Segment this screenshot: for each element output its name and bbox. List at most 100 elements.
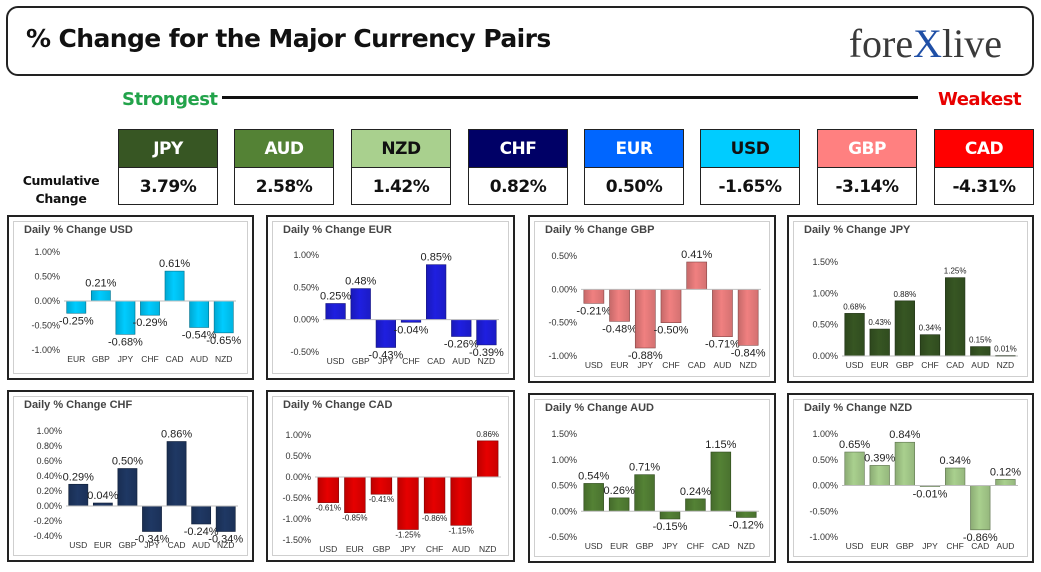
logo-text-right: live: [942, 21, 1002, 66]
bar: [117, 468, 138, 507]
data-label: 0.15%: [969, 336, 992, 345]
chart-nzd: -1.00% -0.50% 0.00% 0.50% 1.00%0.65% USD 0.39%…: [809, 429, 1021, 551]
data-label: -0.88%: [628, 350, 663, 362]
strength-value: -3.14%: [835, 176, 899, 197]
cumulative-label-line-2: Change: [35, 191, 87, 206]
bar: [191, 505, 212, 525]
y-tick-label: -1.00%: [31, 345, 60, 355]
chart-title: Daily % Change USD: [24, 224, 133, 236]
x-category-label: NZD: [738, 541, 755, 551]
bar: [710, 451, 732, 512]
bar: [736, 510, 757, 518]
y-tick-label: 1.50%: [812, 257, 838, 267]
data-label: -0.86%: [422, 514, 447, 523]
chart-area: Daily % Change NZD -1.00% -0.50% 0.00% 0.50…: [793, 399, 1028, 557]
y-tick-label: -0.50%: [290, 347, 319, 357]
chart-panel-chf: Daily % Change CHF -0.40% -0.20% 0.00% 0.20…: [7, 390, 254, 562]
data-label: -0.24%: [184, 526, 219, 538]
strength-currency: NZD: [352, 130, 450, 168]
y-tick-label: 0.00%: [812, 481, 838, 491]
chart-title: Daily % Change GBP: [545, 224, 655, 236]
x-category-label: EUR: [67, 354, 85, 364]
y-tick-label: -1.00%: [809, 532, 838, 542]
x-category-label: EUR: [611, 360, 629, 370]
chart-cad: -1.50% -1.00% -0.50% 0.00% 0.50% 1.00% -0.61% U…: [282, 430, 501, 554]
x-category-label: AUD: [452, 356, 470, 366]
x-category-label: CAD: [712, 541, 730, 551]
y-tick-label: -0.50%: [548, 532, 577, 542]
data-label: 0.26%: [604, 485, 635, 497]
strength-value: 1.42%: [372, 176, 430, 197]
title-banner: % Change for the Major Currency Pairs fo…: [6, 6, 1034, 76]
bar: [397, 476, 419, 530]
y-tick-label: 1.00%: [36, 426, 62, 436]
data-label: 1.15%: [705, 439, 736, 451]
x-category-label: CHF: [402, 356, 419, 366]
x-category-label: EUR: [346, 544, 364, 554]
bar: [476, 319, 497, 346]
x-category-label: CAD: [971, 541, 989, 551]
data-label: 0.85%: [421, 252, 452, 264]
x-category-label: CAD: [166, 354, 184, 364]
chart-area: Daily % Change CHF -0.40% -0.20% 0.00% 0.20…: [13, 396, 248, 556]
x-category-label: AUD: [452, 544, 470, 554]
bar: [477, 440, 499, 478]
y-tick-label: 1.00%: [812, 288, 838, 298]
data-label: -0.29%: [133, 317, 168, 329]
chart-usd: -1.00% -0.50% 0.00% 0.50% 1.00% -0.25% EUR 0.21…: [31, 247, 241, 364]
data-label: 0.65%: [839, 439, 870, 451]
data-label: -0.04%: [394, 324, 429, 336]
data-label: 0.34%: [940, 455, 971, 467]
data-label: 0.21%: [85, 278, 116, 290]
chart-panel-eur: Daily % Change EUR -0.50% 0.00% 0.50% 1.00%…: [266, 215, 515, 380]
strength-currency: CAD: [935, 130, 1033, 168]
chart-area: Daily % Change JPY 0.00% 0.50% 1.00% 1.50% 0…: [793, 221, 1028, 377]
bar: [660, 289, 682, 323]
data-label: -0.25%: [59, 315, 94, 327]
strength-box-5: EUR 0.50%: [584, 129, 684, 205]
bar: [844, 451, 865, 486]
data-label: 0.39%: [864, 452, 895, 464]
chart-title: Daily % Change CAD: [283, 399, 393, 411]
x-category-label: NZD: [217, 540, 234, 550]
bar: [609, 289, 630, 322]
bar: [140, 300, 160, 316]
data-label: 1.25%: [944, 267, 967, 276]
strength-value: 2.58%: [255, 176, 313, 197]
x-category-label: GBP: [92, 354, 110, 364]
data-label: -0.12%: [729, 519, 764, 531]
bar: [686, 261, 708, 290]
bar: [608, 497, 630, 512]
x-category-label: NZD: [479, 544, 496, 554]
data-label: -0.41%: [369, 495, 394, 504]
data-label: -0.26%: [444, 338, 479, 350]
y-tick-label: 0.80%: [36, 441, 62, 451]
data-label: 0.34%: [919, 324, 942, 333]
bar: [325, 303, 346, 320]
x-category-label: USD: [327, 356, 345, 366]
strength-currency: AUD: [235, 130, 333, 168]
strength-box-6: USD -1.65%: [700, 129, 800, 205]
x-category-label: CHF: [687, 541, 704, 551]
x-category-label: JPY: [378, 356, 394, 366]
data-label: -0.01%: [913, 489, 948, 501]
strongest-label: Strongest: [122, 89, 218, 110]
bar: [66, 300, 87, 314]
x-category-label: GBP: [372, 544, 390, 554]
strength-box-3: NZD 1.42%: [351, 129, 451, 205]
chart-panel-nzd: Daily % Change NZD -1.00% -0.50% 0.00% 0.50…: [787, 393, 1034, 563]
x-category-label: AUD: [996, 541, 1014, 551]
strength-currency: GBP: [818, 130, 916, 168]
bar: [995, 479, 1016, 486]
page-title: % Change for the Major Currency Pairs: [26, 24, 551, 53]
x-category-label: USD: [846, 360, 864, 370]
strength-box-1: JPY 3.79%: [118, 129, 218, 205]
y-tick-label: -0.50%: [282, 493, 311, 503]
data-label: -0.85%: [342, 514, 367, 523]
y-tick-label: 0.50%: [551, 251, 577, 261]
x-category-label: CHF: [426, 544, 443, 554]
x-category-label: CAD: [946, 360, 964, 370]
y-tick-label: 0.50%: [812, 455, 838, 465]
data-label: -0.43%: [368, 349, 403, 361]
chart-title: Daily % Change NZD: [804, 402, 913, 414]
